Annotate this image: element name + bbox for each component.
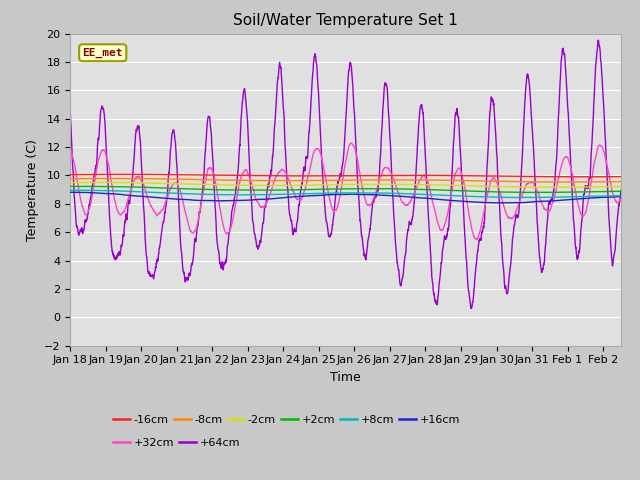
+16cm bbox=[497, 200, 505, 206]
+8cm bbox=[533, 194, 541, 200]
-8cm bbox=[114, 176, 122, 181]
+64cm bbox=[67, 111, 74, 117]
+8cm bbox=[617, 193, 625, 199]
+64cm bbox=[467, 305, 475, 311]
+2cm bbox=[428, 187, 436, 192]
-16cm bbox=[67, 172, 74, 178]
-8cm bbox=[598, 179, 606, 185]
-16cm bbox=[349, 173, 356, 179]
+64cm bbox=[532, 202, 540, 208]
Line: -2cm: -2cm bbox=[70, 182, 621, 187]
Line: +8cm: +8cm bbox=[70, 190, 621, 198]
+8cm bbox=[349, 190, 356, 196]
+16cm bbox=[598, 194, 606, 200]
-16cm bbox=[412, 172, 419, 178]
-2cm bbox=[532, 184, 540, 190]
+16cm bbox=[67, 190, 74, 195]
+16cm bbox=[99, 191, 107, 196]
-2cm bbox=[412, 181, 419, 187]
-8cm bbox=[349, 177, 356, 183]
-2cm bbox=[67, 180, 74, 185]
-16cm bbox=[428, 172, 436, 178]
+32cm bbox=[67, 147, 74, 153]
+64cm bbox=[349, 81, 356, 86]
+16cm bbox=[412, 195, 419, 201]
-2cm bbox=[99, 180, 107, 185]
-8cm bbox=[67, 176, 74, 181]
+8cm bbox=[412, 191, 419, 197]
+2cm bbox=[67, 183, 74, 189]
+2cm bbox=[99, 184, 107, 190]
Line: +32cm: +32cm bbox=[70, 143, 621, 240]
+8cm bbox=[428, 192, 436, 198]
+16cm bbox=[428, 196, 436, 202]
+2cm bbox=[88, 183, 95, 189]
-2cm bbox=[598, 184, 606, 190]
-2cm bbox=[557, 184, 565, 190]
Y-axis label: Temperature (C): Temperature (C) bbox=[26, 139, 38, 240]
-8cm bbox=[532, 179, 540, 185]
+64cm bbox=[598, 75, 606, 81]
+8cm bbox=[99, 188, 107, 193]
Title: Soil/Water Temperature Set 1: Soil/Water Temperature Set 1 bbox=[233, 13, 458, 28]
+16cm bbox=[349, 192, 356, 197]
Text: EE_met: EE_met bbox=[83, 48, 123, 58]
+2cm bbox=[534, 190, 542, 195]
+32cm bbox=[99, 148, 106, 154]
+2cm bbox=[349, 186, 356, 192]
+2cm bbox=[598, 189, 606, 194]
+2cm bbox=[532, 190, 540, 195]
+2cm bbox=[617, 189, 625, 194]
+64cm bbox=[412, 186, 419, 192]
X-axis label: Time: Time bbox=[330, 371, 361, 384]
+16cm bbox=[68, 189, 76, 195]
+32cm bbox=[533, 187, 541, 193]
-16cm bbox=[99, 172, 106, 178]
-2cm bbox=[428, 182, 436, 188]
+32cm bbox=[473, 237, 481, 242]
+32cm bbox=[348, 140, 355, 146]
-8cm bbox=[428, 177, 436, 183]
+8cm bbox=[67, 187, 74, 193]
Line: -16cm: -16cm bbox=[70, 174, 621, 177]
+8cm bbox=[75, 187, 83, 193]
+32cm bbox=[349, 143, 356, 148]
-16cm bbox=[617, 174, 625, 180]
+64cm bbox=[99, 106, 106, 111]
Line: +64cm: +64cm bbox=[70, 40, 621, 308]
+32cm bbox=[412, 188, 419, 194]
-8cm bbox=[99, 176, 106, 181]
-16cm bbox=[576, 174, 584, 180]
+32cm bbox=[598, 144, 606, 150]
-8cm bbox=[412, 177, 419, 183]
+64cm bbox=[428, 275, 436, 280]
-2cm bbox=[617, 184, 625, 190]
-2cm bbox=[96, 180, 104, 185]
-16cm bbox=[598, 174, 606, 180]
+32cm bbox=[617, 197, 625, 203]
Line: +16cm: +16cm bbox=[70, 192, 621, 203]
+32cm bbox=[428, 196, 436, 202]
-16cm bbox=[124, 171, 131, 177]
Line: -8cm: -8cm bbox=[70, 179, 621, 182]
+64cm bbox=[617, 188, 625, 193]
Legend: +32cm, +64cm: +32cm, +64cm bbox=[109, 433, 244, 452]
+2cm bbox=[412, 186, 419, 192]
+8cm bbox=[598, 193, 606, 199]
+8cm bbox=[513, 195, 520, 201]
-8cm bbox=[557, 179, 564, 185]
+16cm bbox=[533, 199, 541, 204]
-16cm bbox=[532, 174, 540, 180]
-2cm bbox=[349, 181, 356, 187]
+16cm bbox=[617, 193, 625, 199]
Line: +2cm: +2cm bbox=[70, 186, 621, 192]
+64cm bbox=[595, 37, 602, 43]
-8cm bbox=[617, 179, 625, 184]
